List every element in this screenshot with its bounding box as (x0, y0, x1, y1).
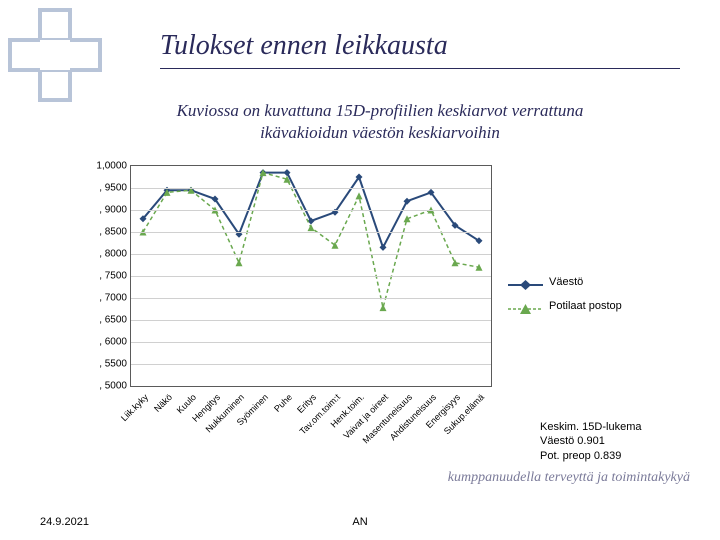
y-tick-label: , 6500 (73, 315, 127, 326)
logo-cross (10, 10, 100, 100)
legend: Väestö Potilaat postop (508, 270, 622, 318)
footer-date: 24.9.2021 (40, 516, 89, 528)
y-tick-label: , 7500 (73, 271, 127, 282)
legend-label-2: Potilaat postop (549, 294, 622, 318)
footer-slogan: kumppanuudella terveyttä ja toimintakyky… (448, 470, 690, 486)
subtitle-line-2: ikävakioidun väestön keskiarvoihin (260, 123, 500, 142)
legend-marker-2-icon (508, 300, 543, 312)
y-tick-label: , 8500 (73, 227, 127, 238)
legend-marker-1-icon (508, 276, 543, 288)
plot-area: 1,0000, 9500, 9000, 8500, 8000, 7500, 70… (130, 165, 492, 387)
legend-row-1: Väestö (508, 270, 622, 294)
subtitle: Kuviossa on kuvattuna 15D-profiilien kes… (120, 100, 640, 144)
y-tick-label: , 5000 (73, 381, 127, 392)
subtitle-line-1: Kuviossa on kuvattuna 15D-profiilien kes… (177, 101, 584, 120)
stats-box: Keskim. 15D-lukema Väestö 0.901 Pot. pre… (540, 420, 641, 463)
chart-area: 1,0000, 9500, 9000, 8500, 8000, 7500, 70… (70, 165, 650, 455)
legend-label-1: Väestö (549, 270, 583, 294)
stats-title: Keskim. 15D-lukema (540, 420, 641, 434)
y-tick-label: 1,0000 (73, 161, 127, 172)
stats-row-2: Pot. preop 0.839 (540, 449, 641, 463)
page-title: Tulokset ennen leikkausta (160, 30, 680, 69)
y-tick-label: , 5500 (73, 359, 127, 370)
y-tick-label: , 9500 (73, 183, 127, 194)
stats-row-1: Väestö 0.901 (540, 434, 641, 448)
y-tick-label: , 8000 (73, 249, 127, 260)
legend-row-2: Potilaat postop (508, 294, 622, 318)
y-tick-label: , 6000 (73, 337, 127, 348)
y-tick-label: , 7000 (73, 293, 127, 304)
y-tick-label: , 9000 (73, 205, 127, 216)
footer-center: AN (352, 516, 367, 528)
